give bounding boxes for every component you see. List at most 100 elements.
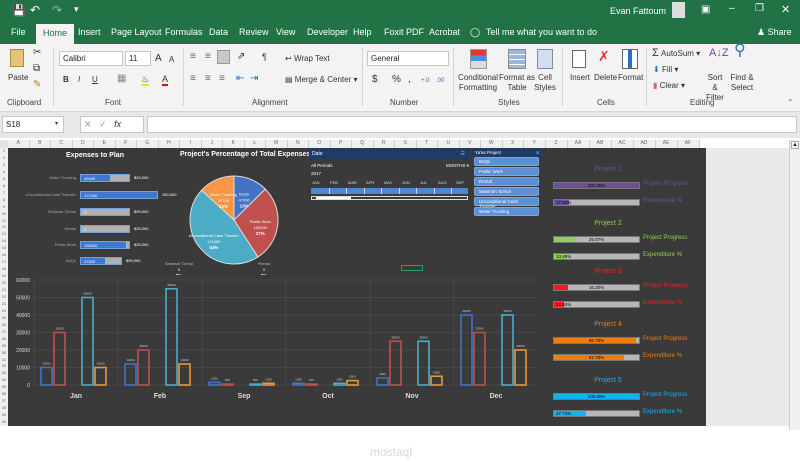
delete-button[interactable]: Delete: [594, 73, 618, 82]
month-label[interactable]: JAN: [312, 180, 320, 185]
share-button[interactable]: ♟ Share: [757, 27, 792, 38]
format-painter-icon[interactable]: ✎: [33, 79, 42, 90]
column-header[interactable]: E: [94, 140, 116, 148]
insert-function-icon[interactable]: fx: [114, 119, 122, 129]
row-header[interactable]: 9: [0, 203, 8, 211]
column-header[interactable]: AF: [677, 140, 700, 148]
row-header[interactable]: 20: [0, 280, 8, 288]
fill-color-icon[interactable]: ♨: [141, 74, 150, 86]
slicer-item[interactable]: Selamah Ta'mal: [474, 187, 539, 196]
column-header[interactable]: Q: [352, 140, 374, 148]
orientation-icon[interactable]: ⇗: [237, 51, 246, 62]
column-header[interactable]: P: [330, 140, 352, 148]
column-header[interactable]: R: [373, 140, 395, 148]
sort-filter-icon[interactable]: A↓Z: [709, 47, 729, 59]
column-header[interactable]: T: [416, 140, 438, 148]
format-button[interactable]: Format: [618, 73, 644, 82]
avatar[interactable]: [672, 2, 685, 18]
redo-icon[interactable]: ↷: [52, 3, 63, 17]
close-icon[interactable]: ✕: [781, 4, 791, 16]
row-header[interactable]: 8: [0, 196, 8, 204]
tab-help[interactable]: Help: [353, 27, 372, 37]
row-header[interactable]: 10: [0, 210, 8, 218]
row-header[interactable]: 33: [0, 370, 8, 378]
row-header[interactable]: 16: [0, 252, 8, 260]
percent-button[interactable]: %: [392, 74, 401, 85]
row-header[interactable]: 17: [0, 259, 8, 267]
column-header[interactable]: AA: [567, 140, 590, 148]
row-header[interactable]: 36: [0, 391, 8, 399]
delete-cells-icon[interactable]: ✗: [598, 48, 610, 64]
font-size-select[interactable]: 11: [125, 51, 151, 66]
top-align-icon[interactable]: ≡: [190, 51, 196, 62]
row-header[interactable]: 2: [0, 154, 8, 162]
decrease-decimal-icon[interactable]: .00: [436, 78, 445, 84]
row-header[interactable]: 5: [0, 175, 8, 183]
tab-home[interactable]: Home: [36, 24, 75, 44]
formula-input[interactable]: [147, 116, 797, 133]
paste-icon[interactable]: [10, 49, 24, 67]
scroll-up-icon[interactable]: ▲: [791, 141, 799, 149]
timeline-scrollbar[interactable]: [311, 196, 468, 200]
autosum-button[interactable]: Σ AutoSum ▾: [652, 47, 701, 59]
bottom-align-icon[interactable]: [217, 50, 230, 64]
row-header[interactable]: 38: [0, 405, 8, 413]
merge-center-button[interactable]: ▤ Merge & Center ▾: [285, 75, 358, 84]
increase-decimal-icon[interactable]: +.0: [421, 78, 430, 84]
vertical-scrollbar[interactable]: ▲: [789, 140, 800, 430]
underline-button[interactable]: U: [92, 75, 98, 84]
sort-filter-button[interactable]: Sort & Filter: [706, 73, 724, 102]
row-header[interactable]: 29: [0, 342, 8, 350]
row-header[interactable]: 30: [0, 349, 8, 357]
row-header[interactable]: 22: [0, 293, 8, 301]
row-header[interactable]: 32: [0, 363, 8, 371]
column-header[interactable]: G: [137, 140, 159, 148]
customize-toolbar-icon[interactable]: ▾: [74, 4, 79, 14]
row-header[interactable]: 28: [0, 335, 8, 343]
format-as-table-icon[interactable]: [508, 49, 526, 69]
tab-review[interactable]: Review: [239, 27, 269, 37]
row-header[interactable]: 25: [0, 314, 8, 322]
cell-styles-button[interactable]: Cell Styles: [534, 73, 556, 92]
column-header[interactable]: S: [395, 140, 417, 148]
undo-icon[interactable]: ↶: [30, 3, 41, 17]
row-header[interactable]: 31: [0, 356, 8, 364]
column-header[interactable]: K: [223, 140, 245, 148]
align-left-icon[interactable]: ≡: [190, 73, 196, 84]
column-header[interactable]: A: [8, 140, 30, 148]
tab-acrobat[interactable]: Acrobat: [429, 27, 461, 37]
row-header[interactable]: 34: [0, 377, 8, 385]
column-header[interactable]: AD: [633, 140, 656, 148]
row-header[interactable]: 3: [0, 161, 8, 169]
row-header[interactable]: 19: [0, 273, 8, 281]
empty-cells-area[interactable]: [706, 148, 789, 426]
clear-button[interactable]: ▮ Clear ▾: [653, 81, 686, 90]
format-cells-icon[interactable]: [622, 49, 638, 69]
column-header[interactable]: N: [287, 140, 309, 148]
column-header[interactable]: M: [266, 140, 288, 148]
timeline-bar[interactable]: [311, 188, 468, 194]
column-header[interactable]: D: [72, 140, 94, 148]
collapse-ribbon-icon[interactable]: ⌃: [787, 98, 794, 107]
month-label[interactable]: JUN: [402, 180, 410, 185]
timeline-scroll-thumb[interactable]: [316, 197, 351, 199]
month-label[interactable]: MAR: [348, 180, 357, 185]
row-header[interactable]: 6: [0, 182, 8, 190]
row-header[interactable]: 21: [0, 287, 8, 294]
name-box[interactable]: S18: [2, 116, 64, 133]
column-header[interactable]: I: [180, 140, 202, 148]
increase-font-icon[interactable]: A: [155, 53, 162, 64]
restore-icon[interactable]: ❐: [755, 3, 764, 14]
column-header[interactable]: W: [481, 140, 503, 148]
row-header[interactable]: 13: [0, 231, 8, 239]
month-label[interactable]: JUL: [420, 180, 428, 185]
save-icon[interactable]: 💾: [12, 5, 26, 17]
decrease-indent-icon[interactable]: ⇤: [236, 73, 245, 84]
column-header[interactable]: J: [201, 140, 223, 148]
cut-icon[interactable]: ✂: [33, 47, 42, 58]
wrap-text-button[interactable]: ↩ Wrap Text: [285, 54, 330, 64]
column-header[interactable]: AC: [611, 140, 634, 148]
minimize-icon[interactable]: –: [729, 3, 735, 14]
number-format-select[interactable]: General: [367, 51, 449, 66]
slicer-item[interactable]: Rental: [474, 177, 539, 186]
